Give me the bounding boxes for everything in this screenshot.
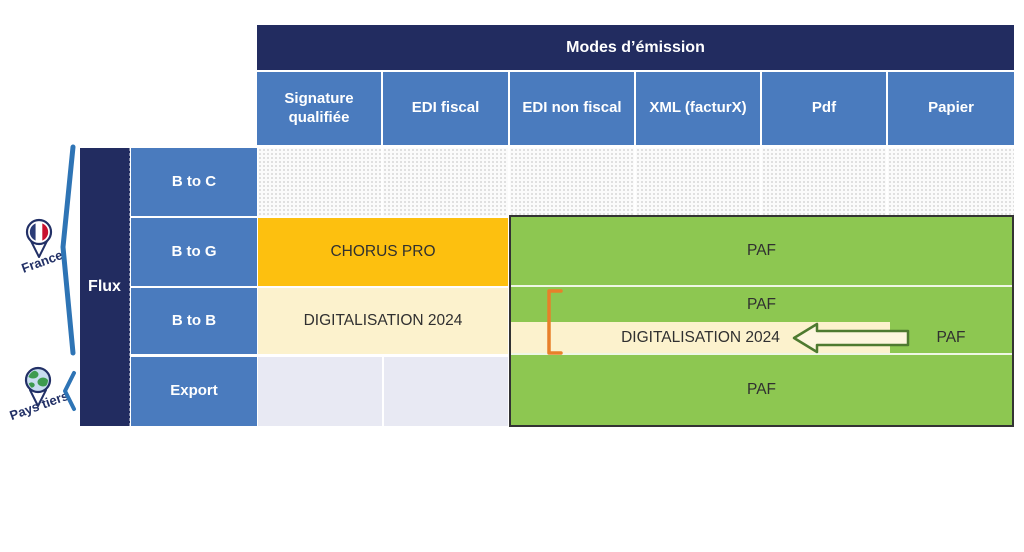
column-header-edi-non-fiscal: EDI non fiscal: [510, 72, 634, 145]
paf-zone: PAF PAF DIGITALISATION 2024 PAF PAF: [509, 215, 1014, 427]
empty-cell-btoc-edi-fiscal: [383, 148, 508, 216]
left-arrow-icon: [792, 322, 910, 354]
cell-paf-btob-right: PAF: [936, 328, 966, 346]
column-header-pdf: Pdf: [762, 72, 886, 145]
column-header-papier: Papier: [888, 72, 1014, 145]
cell-digitalisation-2024-left: DIGITALISATION 2024: [258, 288, 508, 354]
empty-cell-btoc-xml: [636, 148, 760, 216]
column-header-xml-facturx: XML (facturX): [636, 72, 760, 145]
pays-tiers-bracket-icon: [63, 371, 76, 411]
empty-cell-btoc-signature: [258, 148, 381, 216]
cell-digitalisation-2024-strip: DIGITALISATION 2024: [511, 322, 890, 353]
empty-cell-export-edi-fiscal: [384, 357, 508, 426]
cell-paf-export: PAF: [747, 381, 776, 398]
cell-paf-btog: PAF: [747, 242, 776, 259]
empty-cell-btoc-edi-non-fiscal: [510, 148, 634, 216]
cell-paf-btob-top: PAF: [747, 295, 776, 313]
flux-axis-label: Flux: [80, 148, 130, 426]
row-divider: [511, 353, 1012, 355]
empty-cell-btoc-papier: [888, 148, 1014, 216]
row-label-export: Export: [131, 357, 257, 426]
empty-cell-export-signature: [258, 357, 382, 426]
orange-bracket-icon: [547, 289, 563, 355]
france-flag-pin-icon: [25, 218, 53, 258]
row-label-btob: B to B: [131, 288, 257, 354]
column-header-signature-qualifiee: Signature qualifiée: [257, 72, 381, 145]
cell-chorus-pro: CHORUS PRO: [258, 218, 508, 286]
modes-emission-title: Modes d’émission: [257, 25, 1014, 70]
row-label-btoc: B to C: [131, 148, 257, 216]
globe-pin-icon: [24, 366, 52, 407]
empty-cell-btoc-pdf: [762, 148, 886, 216]
column-header-edi-fiscal: EDI fiscal: [383, 72, 508, 145]
france-bracket-icon: [60, 144, 76, 356]
row-label-btog: B to G: [131, 218, 257, 286]
row-divider: [511, 285, 1012, 287]
